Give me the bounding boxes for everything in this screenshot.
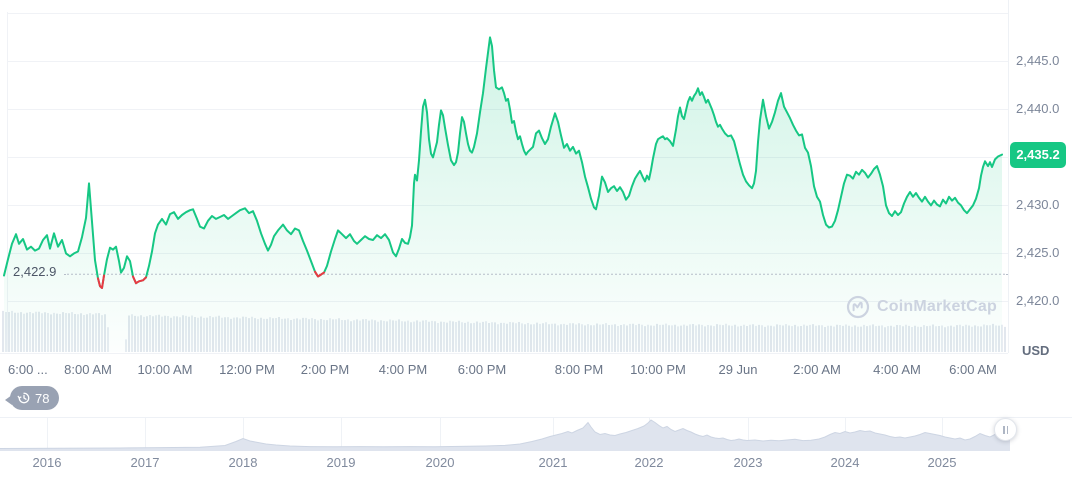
history-count: 78 xyxy=(35,390,50,406)
time-axis-label: 2:00 AM xyxy=(793,362,841,377)
year-axis-label: 2018 xyxy=(228,455,258,470)
time-axis-label: 6:00 ... xyxy=(8,362,48,377)
currency-label: USD xyxy=(1022,343,1050,358)
year-axis-label: 2016 xyxy=(32,455,62,470)
price-tick-label: 2,440.0 xyxy=(1016,100,1060,116)
chart-left-spine xyxy=(7,12,8,352)
history-count-badge[interactable]: 78 xyxy=(4,386,60,410)
time-axis-label: 8:00 PM xyxy=(554,362,604,377)
time-axis-label: 4:00 PM xyxy=(378,362,428,377)
main-price-chart[interactable] xyxy=(0,0,1008,352)
time-axis-label: 6:00 PM xyxy=(457,362,507,377)
year-gridline xyxy=(942,418,943,451)
year-axis: 2016 2017 2018 2019 2020 2021 2022 2023 2024 2025 xyxy=(0,455,1072,473)
time-axis: 6:00 ... 8:00 AM 10:00 AM 12:00 PM 2:00 PM 4:… xyxy=(0,362,1072,380)
year-axis-label: 2024 xyxy=(830,455,860,470)
year-axis-label: 2021 xyxy=(538,455,568,470)
time-axis-label: 2:00 PM xyxy=(300,362,350,377)
year-axis-label: 2020 xyxy=(425,455,455,470)
watermark-text: CoinMarketCap xyxy=(877,298,997,315)
year-axis-label: 2025 xyxy=(927,455,957,470)
range-selector[interactable] xyxy=(0,417,1072,451)
time-axis-label: 8:00 AM xyxy=(64,362,112,377)
price-axis-separator xyxy=(1008,0,1009,353)
time-axis-label: 12:00 PM xyxy=(219,362,275,377)
price-tick-label: 2,420.0 xyxy=(1016,292,1060,308)
year-gridline xyxy=(748,418,749,451)
history-clock-icon xyxy=(17,392,30,404)
coinmarketcap-watermark: CoinMarketCap xyxy=(846,295,997,319)
gridline xyxy=(7,60,1008,62)
year-axis-label: 2017 xyxy=(130,455,160,470)
time-axis-label: 29 Jun xyxy=(718,362,758,377)
coinmarketcap-logo-icon xyxy=(846,295,870,319)
gridline xyxy=(7,12,1008,14)
year-gridline xyxy=(243,418,244,451)
price-tick-label: 2,445.0 xyxy=(1016,52,1060,68)
range-handle[interactable] xyxy=(994,418,1017,441)
open-price-reference-line xyxy=(64,273,1008,275)
time-axis-label: 6:00 AM xyxy=(949,362,997,377)
time-axis-label: 10:00 AM xyxy=(137,362,193,377)
open-price-label: 2,422.9 xyxy=(13,263,57,279)
price-tick-label: 2,425.0 xyxy=(1016,244,1060,260)
current-price-badge: 2,435.2 xyxy=(1010,141,1066,168)
year-gridline xyxy=(145,418,146,451)
time-axis-separator xyxy=(0,353,1008,354)
year-axis-label: 2019 xyxy=(326,455,356,470)
year-gridline xyxy=(341,418,342,451)
year-gridline xyxy=(47,418,48,451)
price-tick-label: 2,430.0 xyxy=(1016,196,1060,212)
range-selector-area xyxy=(0,419,1011,451)
year-gridline xyxy=(440,418,441,451)
year-gridline xyxy=(553,418,554,451)
year-axis-label: 2023 xyxy=(733,455,763,470)
year-axis-label: 2022 xyxy=(634,455,664,470)
time-axis-label: 10:00 PM xyxy=(630,362,686,377)
time-axis-label: 4:00 AM xyxy=(873,362,921,377)
